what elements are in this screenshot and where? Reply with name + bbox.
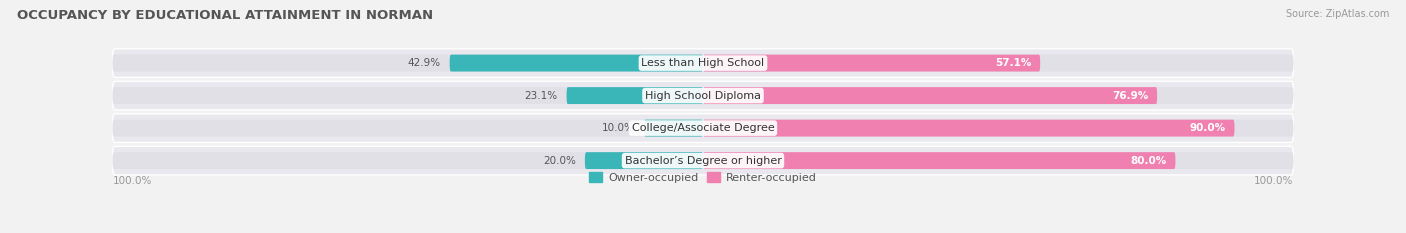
Text: 100.0%: 100.0% — [1254, 176, 1294, 186]
Text: 42.9%: 42.9% — [408, 58, 441, 68]
FancyBboxPatch shape — [703, 120, 1234, 137]
FancyBboxPatch shape — [112, 120, 703, 137]
Legend: Owner-occupied, Renter-occupied: Owner-occupied, Renter-occupied — [585, 168, 821, 187]
Text: 76.9%: 76.9% — [1112, 91, 1149, 101]
Text: Source: ZipAtlas.com: Source: ZipAtlas.com — [1285, 9, 1389, 19]
FancyBboxPatch shape — [644, 120, 703, 137]
FancyBboxPatch shape — [703, 152, 1294, 169]
FancyBboxPatch shape — [112, 55, 703, 72]
Text: Bachelor’s Degree or higher: Bachelor’s Degree or higher — [624, 156, 782, 166]
FancyBboxPatch shape — [112, 114, 1294, 142]
Text: 23.1%: 23.1% — [524, 91, 558, 101]
FancyBboxPatch shape — [703, 87, 1157, 104]
Text: 100.0%: 100.0% — [112, 176, 152, 186]
FancyBboxPatch shape — [703, 55, 1040, 72]
Text: College/Associate Degree: College/Associate Degree — [631, 123, 775, 133]
Text: 80.0%: 80.0% — [1130, 156, 1167, 166]
FancyBboxPatch shape — [450, 55, 703, 72]
FancyBboxPatch shape — [112, 146, 1294, 175]
FancyBboxPatch shape — [112, 152, 703, 169]
FancyBboxPatch shape — [703, 152, 1175, 169]
FancyBboxPatch shape — [703, 120, 1294, 137]
Text: 90.0%: 90.0% — [1189, 123, 1226, 133]
Text: Less than High School: Less than High School — [641, 58, 765, 68]
FancyBboxPatch shape — [112, 81, 1294, 110]
Text: High School Diploma: High School Diploma — [645, 91, 761, 101]
Text: 57.1%: 57.1% — [995, 58, 1032, 68]
FancyBboxPatch shape — [703, 87, 1294, 104]
FancyBboxPatch shape — [703, 55, 1294, 72]
Text: 20.0%: 20.0% — [543, 156, 576, 166]
FancyBboxPatch shape — [585, 152, 703, 169]
FancyBboxPatch shape — [567, 87, 703, 104]
FancyBboxPatch shape — [112, 49, 1294, 77]
FancyBboxPatch shape — [112, 87, 703, 104]
Text: OCCUPANCY BY EDUCATIONAL ATTAINMENT IN NORMAN: OCCUPANCY BY EDUCATIONAL ATTAINMENT IN N… — [17, 9, 433, 22]
Text: 10.0%: 10.0% — [602, 123, 636, 133]
